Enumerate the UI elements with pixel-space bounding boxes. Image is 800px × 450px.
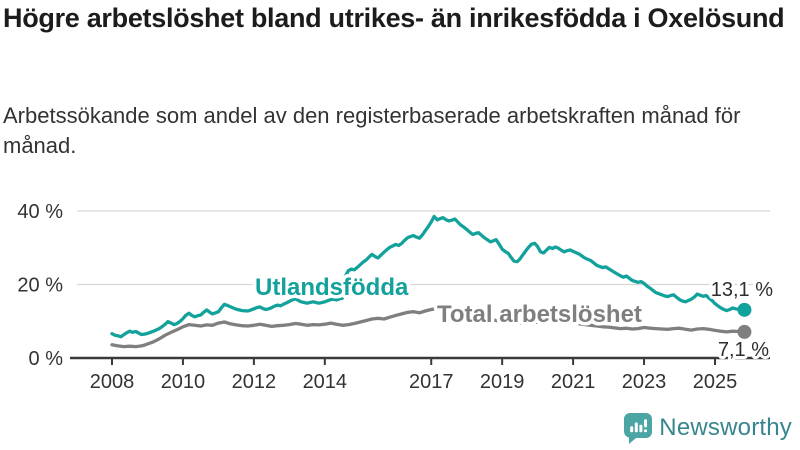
line-chart: 0 % 20 % 40 % 2008 2010 2012 2014 2017 2019 2021… [0,188,800,403]
x-tick-label-2017: 2017 [409,371,454,393]
series-end-value-labels: 13,1 % 7,1 % [708,276,776,364]
series-line-total-arbetsl-shet [110,306,747,349]
exclamation-bar [644,418,648,427]
bar-2 [635,422,639,432]
series-endpoints [737,302,752,339]
y-tick-label-20: 20 % [17,275,63,297]
newsworthy-logo-icon [624,412,653,444]
series-name-labels: Utlandsfödda Total arbetslöshet [252,271,646,332]
end-value-label: 13,1 % [711,279,773,301]
series-label-total-arbetsl-shet: Total arbetslöshet [437,301,642,328]
series-line-utlandsf-dda [110,214,747,339]
exclamation-dot [644,428,648,432]
endpoint-dot [737,302,752,317]
y-axis-labels: 0 % 20 % 40 % [17,201,63,370]
end-value-label: 7,1 % [718,339,769,361]
x-tick-label-2012: 2012 [232,371,277,393]
brand-name: Newsworthy [659,414,792,441]
bar-3 [639,424,643,432]
gridlines [77,210,770,286]
chart-subtitle: Arbetssökande som andel av den registerb… [3,103,741,158]
brand-footer: Newsworthy [624,412,792,444]
x-tick-label-2010: 2010 [161,371,206,393]
series-label-utlandsf-dda: Utlandsfödda [255,274,409,301]
x-axis-labels: 2008 2010 2012 2014 2017 2019 2021 2023 2025 [90,371,737,393]
x-axis [70,356,770,365]
y-tick-label-40: 40 % [17,201,63,223]
endpoint-dot [737,324,752,339]
speech-bubble-shape [624,412,653,444]
chart-title: Högre arbetslöshet bland utrikes- än inr… [3,3,785,33]
x-tick-label-2019: 2019 [480,371,525,393]
x-tick-label-2014: 2014 [303,371,348,393]
series-lines [110,214,747,349]
bar-1 [630,425,634,432]
line-chart-canvas: 0 % 20 % 40 % 2008 2010 2012 2014 2017 2019 2021… [17,201,776,393]
x-tick-label-2023: 2023 [622,371,667,393]
x-tick-label-2025: 2025 [693,371,738,393]
y-tick-label-0: 0 % [29,348,64,370]
x-tick-label-2008: 2008 [90,371,135,393]
x-tick-label-2021: 2021 [551,371,596,393]
